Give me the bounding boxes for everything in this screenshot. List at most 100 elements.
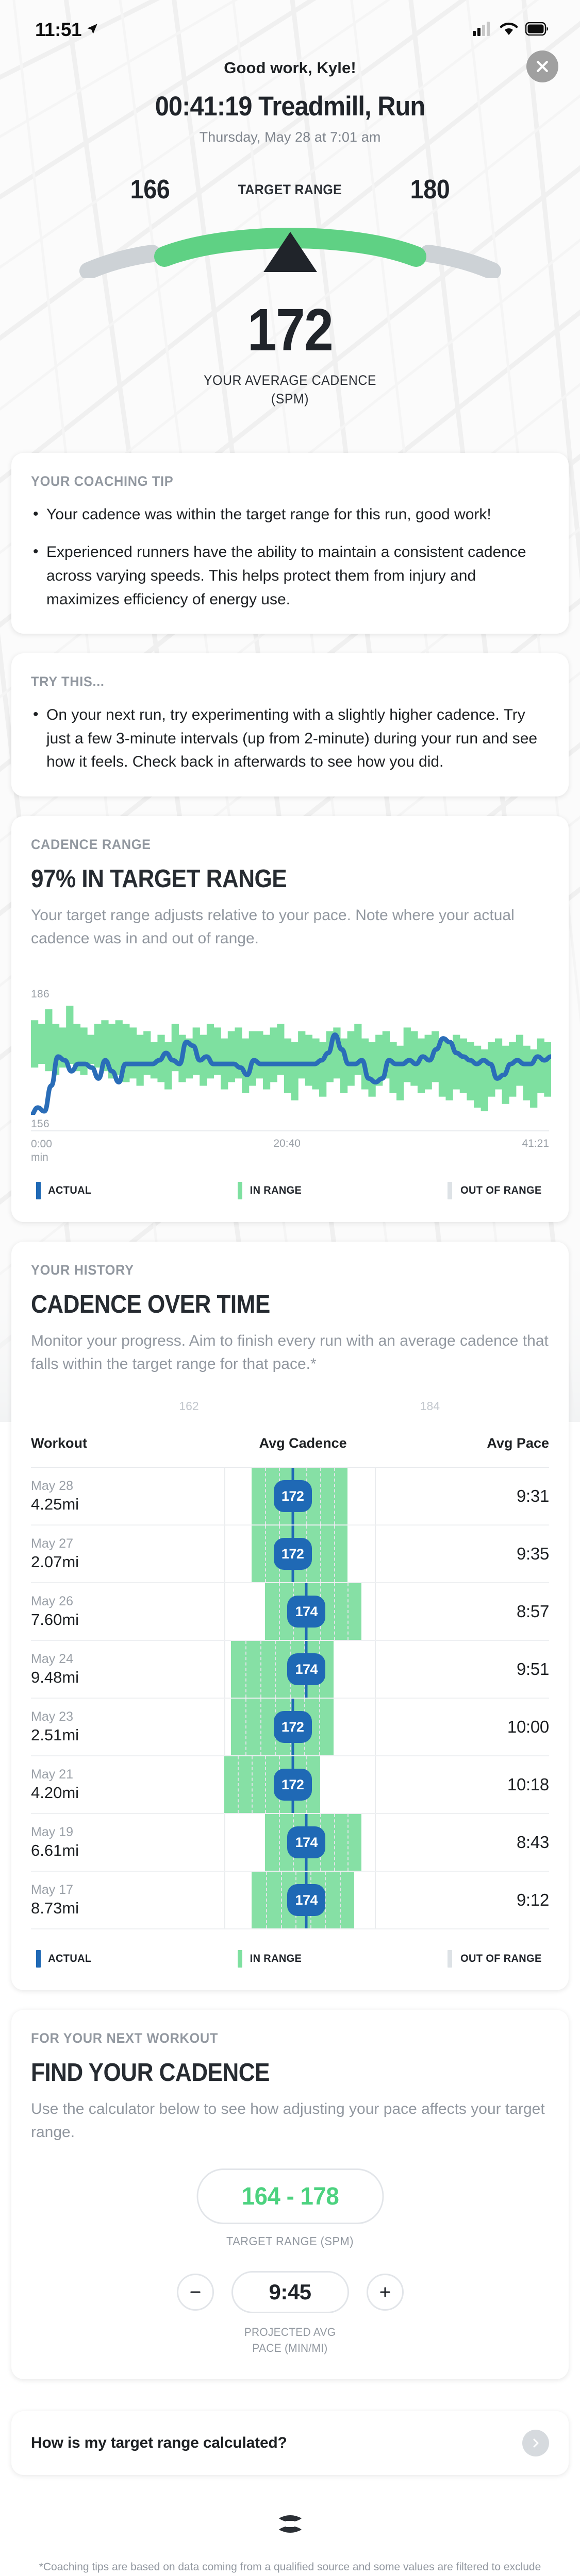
chart-range-bar [277,1024,285,1075]
chart-range-bar [537,1038,544,1093]
chart-range-bar [445,1042,453,1100]
target-range-info-link[interactable]: How is my target range calculated? [11,2411,569,2475]
legend-item-out-of-range: OUT OF RANGE [448,1182,544,1200]
chart-y-max-label: 186 [31,988,49,1000]
chart-range-bar [375,1035,383,1086]
band-dash-line [334,1583,335,1640]
table-row[interactable]: May 19 6.61mi 174 8:43 [31,1814,549,1872]
wifi-icon [500,22,518,39]
chart-range-bar [115,1020,123,1075]
cell-avg-pace: 9:12 [429,1871,549,1930]
cell-workout: May 17 8.73mi [31,1871,176,1930]
chart-range-bar [438,1038,446,1097]
history-description: Monitor your progress. Aim to finish eve… [31,1332,549,1373]
cell-avg-cadence: 174 [176,1814,430,1872]
table-row[interactable]: May 24 9.48mi 174 9:51 [31,1640,549,1699]
cell-workout: May 23 2.51mi [31,1698,176,1757]
chart-range-bar [467,1042,474,1100]
history-gridline [224,1468,225,1525]
pace-decrease-button[interactable] [176,2274,214,2311]
legend-swatch-actual [36,1950,41,1968]
chart-range-bar [185,1038,193,1079]
cadence-value-pill: 172 [273,1480,312,1513]
chart-range-bar [403,1027,411,1082]
cell-avg-cadence: 174 [176,1583,430,1641]
band-dash-line [279,1583,280,1640]
chart-x-axis: 0:00 min 20:40 41:21 [31,1130,549,1165]
status-time: 11:51 [35,19,82,40]
chart-range-bar [31,1020,39,1068]
cell-avg-pace: 9:51 [429,1640,549,1699]
history-gridline [375,1526,376,1583]
cadence-calculator-card: FOR YOUR NEXT WORKOUT FIND YOUR CADENCE … [11,2010,569,2379]
legend-swatch-in-range [237,1182,242,1200]
cell-avg-cadence: 174 [176,1871,430,1930]
pace-increase-button[interactable] [366,2274,404,2311]
history-scale-labels: 162 184 [31,1399,549,1422]
workout-distance: 6.61mi [31,1841,79,1859]
band-dash-line [245,1699,247,1756]
band-dash-line [334,1468,335,1525]
workout-date: May 21 [31,1767,73,1782]
cell-avg-cadence: 172 [176,1525,430,1584]
chart-range-bar [143,1031,151,1075]
cell-workout: May 28 4.25mi [31,1467,176,1526]
history-gridline [224,1583,225,1640]
try-this-card: TRY THIS... On your next run, try experi… [11,653,569,797]
chart-actual-line [31,1035,551,1115]
cadence-value-pill: 174 [287,1653,326,1686]
status-bar-left: 11:51 [35,19,99,41]
table-row[interactable]: May 26 7.60mi 174 8:57 [31,1583,549,1641]
try-this-bullets: On your next run, try experimenting with… [31,703,549,774]
gauge-max-value: 180 [410,175,450,205]
history-gridline [224,1699,225,1756]
chart-x-tick-mid: 20:40 [273,1137,301,1149]
gauge-arc-graphic [79,228,501,278]
table-row[interactable]: May 23 2.51mi 172 10:00 [31,1698,549,1757]
workout-distance: 8.73mi [31,1899,79,1917]
target-range-info-label: How is my target range calculated? [31,2434,287,2451]
cell-workout: May 24 9.48mi [31,1640,176,1699]
workout-distance: 7.60mi [31,1610,79,1629]
workout-date: May 23 [31,1709,73,1724]
workout-date: Thursday, May 28 at 7:01 am [199,129,381,145]
chart-range-bar [389,1042,397,1093]
cellular-signal-icon [473,21,492,39]
location-arrow-icon [86,22,99,38]
chart-range-bar [417,1038,425,1093]
chart-range-bar [544,1042,551,1097]
workout-distance: 4.20mi [31,1783,79,1802]
cell-avg-pace: 10:00 [429,1698,549,1757]
band-dash-line [320,1468,321,1525]
projected-pace-caption: PROJECTED AVG PACE (MIN/MI) [244,2326,336,2355]
chart-range-bar [291,1042,299,1100]
minus-icon [190,2291,201,2293]
chart-range-bar [368,1042,376,1097]
history-gridline [224,1814,225,1871]
legend-swatch-in-range [237,1950,242,1968]
table-row[interactable]: May 21 4.20mi 172 10:18 [31,1756,549,1815]
status-bar-right [473,21,548,39]
history-scale-high: 184 [420,1399,440,1413]
target-range-caption: TARGET RANGE (SPM) [226,2234,354,2248]
table-row[interactable]: May 17 8.73mi 174 9:12 [31,1871,549,1930]
band-dash-line [320,1526,321,1583]
chart-range-bar [298,1031,306,1079]
band-dash-line [265,1468,267,1525]
history-gridline [375,1468,376,1525]
table-row[interactable]: May 27 2.07mi 172 9:35 [31,1525,549,1584]
history-gridline [224,1526,225,1583]
history-gridline [375,1583,376,1640]
average-cadence-label: YOUR AVERAGE CADENCE (SPM) [204,372,376,407]
chart-range-bar [459,1038,467,1093]
table-row[interactable]: May 28 4.25mi 172 9:31 [31,1467,549,1526]
band-dash-line [347,1814,349,1871]
cell-workout: May 21 4.20mi [31,1756,176,1815]
cadence-range-card: CADENCE RANGE 97% IN TARGET RANGE Your t… [11,816,569,1223]
cell-avg-cadence: 172 [176,1756,430,1815]
projected-pace-value[interactable]: 9:45 [231,2271,349,2314]
close-button[interactable] [526,50,558,82]
cadence-range-description: Your target range adjusts relative to yo… [31,906,515,947]
cell-avg-cadence: 172 [176,1467,430,1526]
workout-distance: 9.48mi [31,1668,79,1686]
